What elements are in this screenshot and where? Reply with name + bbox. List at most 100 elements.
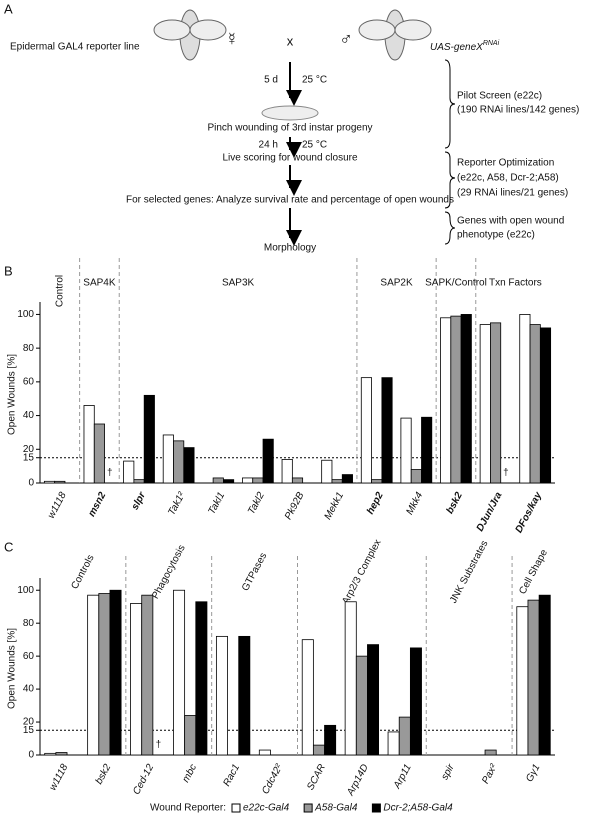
x-tick-label: Arp11	[391, 762, 413, 791]
legend-swatch	[303, 803, 313, 813]
right-label: UAS-geneXRNAi	[430, 40, 500, 53]
step-3: For selected genes: Analyze survival rat…	[126, 195, 454, 206]
x-tick-label: Tak1²	[166, 490, 188, 518]
bar	[162, 434, 174, 484]
brackets	[444, 59, 456, 245]
bar	[212, 477, 224, 484]
bar	[341, 474, 353, 484]
x-tick-label: bsk2	[445, 490, 466, 516]
bar	[312, 744, 325, 756]
step-2: Live scoring for wound closure	[222, 153, 358, 164]
x-tick-label: mbc	[181, 762, 200, 784]
x-tick-label: Ced-12	[131, 762, 156, 797]
bar	[281, 458, 293, 484]
group-label: Control	[54, 275, 65, 307]
group-label: Txn Factors	[489, 278, 542, 289]
x-tick-label: Pk92B	[283, 490, 307, 521]
fly-left	[153, 9, 227, 61]
bar	[450, 315, 462, 484]
y-tick-label: 0	[28, 478, 34, 489]
bar	[93, 423, 105, 484]
bracket-text: Pilot Screen (e22c)	[457, 91, 542, 102]
y-tick-label: 100	[17, 309, 34, 320]
bar	[223, 479, 235, 484]
y-tick-label: 80	[23, 618, 35, 629]
x-tick-label: w1118	[46, 490, 69, 520]
bar	[321, 459, 333, 484]
x-tick-label: Gγ1	[524, 762, 542, 783]
bar	[324, 724, 337, 756]
bar	[484, 749, 497, 756]
group-label: SAPK/Control	[425, 278, 487, 289]
bracket-text: (29 RNAi lines/21 genes)	[457, 188, 568, 199]
bar	[238, 635, 251, 756]
bar	[141, 594, 154, 756]
right-label-sup: RNAi	[483, 40, 500, 47]
panel-label: A	[4, 1, 13, 16]
cross-symbol: x	[287, 33, 294, 48]
bracket-text: Reporter Optimization	[457, 158, 554, 169]
bar	[98, 593, 111, 756]
x-tick-label: bsk2	[94, 762, 114, 786]
bar	[173, 440, 185, 484]
time-1: 5 d	[264, 75, 278, 86]
y-tick-label: 20	[23, 444, 35, 455]
bar	[133, 479, 145, 484]
bar	[460, 314, 472, 484]
y-tick-label: 100	[17, 585, 34, 596]
x-tick-label: SCAR	[305, 762, 328, 792]
x-tick-label: Arp14D	[345, 762, 371, 798]
bar	[367, 644, 380, 756]
bracket-text: (e22c, A58, Dcr-2;A58)	[457, 173, 559, 184]
x-tick-label: Takl2	[246, 490, 267, 516]
x-tick-label: slpr	[130, 490, 149, 512]
panel-label: C	[4, 539, 13, 554]
bar	[55, 752, 68, 756]
bar	[43, 480, 56, 484]
y-tick-label: 20	[23, 717, 35, 728]
legend-swatch	[231, 803, 241, 813]
y-tick-label: 15	[23, 452, 35, 463]
group-label: Arp2/3 Complex	[340, 538, 383, 606]
bar	[87, 594, 100, 756]
bar	[301, 639, 314, 756]
male-symbol: ♂	[339, 29, 353, 49]
bar	[440, 317, 452, 484]
value-label: †	[156, 740, 162, 751]
bar	[381, 377, 393, 484]
value-label: †	[107, 468, 113, 479]
bar	[143, 394, 155, 484]
x-tick-label: w1118	[48, 762, 71, 792]
step-4: Morphology	[264, 243, 316, 254]
bar	[539, 327, 552, 484]
bar	[387, 731, 400, 756]
bar	[400, 417, 412, 484]
group-label: SAP4K	[83, 278, 116, 289]
bar	[252, 477, 264, 484]
bar	[242, 477, 254, 484]
bar	[184, 715, 197, 756]
time-2: 24 h	[259, 140, 278, 151]
bar	[83, 405, 95, 484]
bar	[529, 324, 541, 484]
x-tick-label: hep2	[365, 490, 386, 516]
group-label: JNK Substrates	[448, 539, 490, 606]
bracket-text: phenotype (e22c)	[457, 230, 535, 241]
y-axis-title: Open Wounds [%]	[7, 628, 18, 709]
bar	[371, 479, 383, 484]
y-tick-label: 60	[23, 651, 35, 662]
step-1: Pinch wounding of 3rd instar progeny	[207, 123, 372, 134]
bar	[258, 749, 271, 756]
legend-title: Wound Reporter:	[150, 803, 226, 814]
bar	[54, 480, 66, 484]
x-tick-label: Mekk1	[323, 490, 347, 521]
bar	[516, 606, 529, 756]
y-tick-label: 40	[23, 410, 35, 421]
bar	[215, 635, 228, 756]
y-tick-label: 80	[23, 343, 35, 354]
bracket-text: Genes with open wound	[457, 216, 564, 227]
legend-label: e22c-Gal4	[243, 803, 290, 814]
group-label: GTPases	[240, 551, 269, 593]
y-tick-label: 15	[23, 725, 35, 736]
bar	[538, 594, 551, 756]
